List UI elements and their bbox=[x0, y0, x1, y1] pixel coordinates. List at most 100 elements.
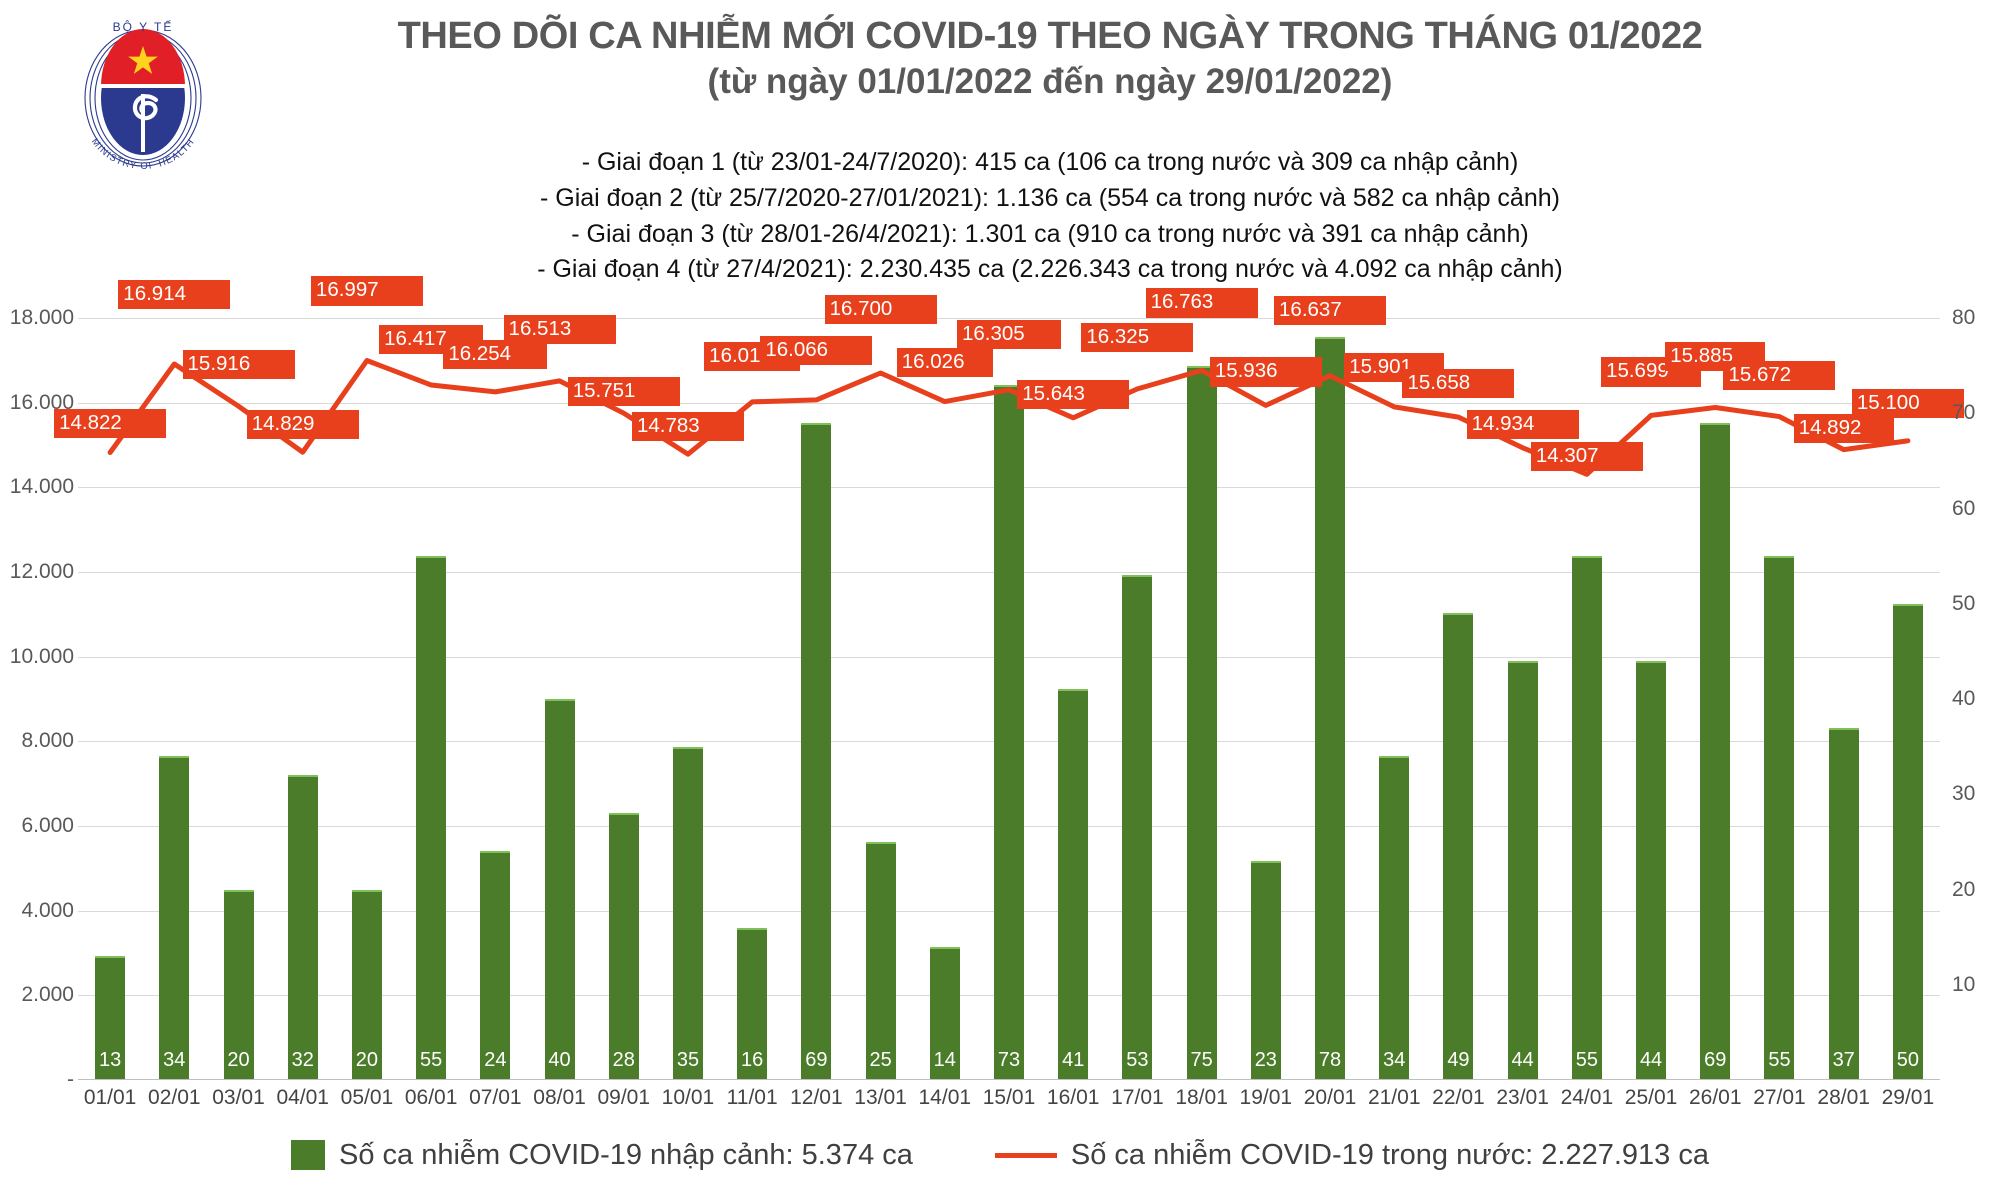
y-tick-left: 12.000 bbox=[9, 560, 74, 583]
bar bbox=[1571, 556, 1602, 1080]
line-value-label: 15.751 bbox=[567, 377, 680, 407]
bar bbox=[608, 813, 639, 1080]
bar-value-label: 55 bbox=[1575, 1049, 1598, 1071]
bar-value-label: 34 bbox=[163, 1049, 186, 1071]
x-tick-label: 15/01 bbox=[982, 1086, 1036, 1109]
x-tick-label: 14/01 bbox=[918, 1086, 972, 1109]
bar-value-label: 28 bbox=[612, 1049, 635, 1071]
bar-value-label: 78 bbox=[1318, 1049, 1342, 1071]
bar bbox=[801, 422, 832, 1080]
y-tick-right: 80 bbox=[1952, 306, 1976, 329]
bar-value-label: 44 bbox=[1511, 1049, 1534, 1071]
bar bbox=[1828, 727, 1859, 1080]
bar-value-label: 20 bbox=[227, 1049, 250, 1071]
bar bbox=[1315, 337, 1346, 1080]
bar bbox=[1764, 556, 1795, 1080]
x-tick-label: 20/01 bbox=[1303, 1086, 1357, 1109]
x-tick-label: 28/01 bbox=[1817, 1086, 1870, 1109]
bar bbox=[95, 956, 126, 1080]
y-tick-right: 10 bbox=[1952, 972, 1976, 996]
x-tick-label: 03/01 bbox=[212, 1086, 265, 1109]
x-tick-label: 29/01 bbox=[1881, 1086, 1935, 1109]
x-tick-label: 23/01 bbox=[1496, 1086, 1549, 1109]
line-value-label: 16.637 bbox=[1274, 295, 1387, 325]
x-tick-label: 10/01 bbox=[661, 1086, 715, 1109]
bar-value-label: 50 bbox=[1896, 1049, 1920, 1071]
y-tick-left: 2.000 bbox=[21, 983, 74, 1007]
bar bbox=[1186, 365, 1217, 1080]
x-axis-labels: 01/01 02/01 03/01 04/01 05/01 06/01 07/01 08/01… bbox=[78, 1086, 1940, 1120]
line-value-label: 16.066 bbox=[760, 335, 873, 365]
line-value-label: 14.822 bbox=[54, 408, 167, 438]
x-tick-label: 18/01 bbox=[1175, 1086, 1228, 1109]
x-tick-label: 13/01 bbox=[854, 1086, 907, 1109]
bar-value-label: 13 bbox=[98, 1049, 122, 1071]
bar bbox=[1443, 613, 1474, 1080]
line-value-label: 15.936 bbox=[1209, 357, 1322, 387]
x-tick-label: 07/01 bbox=[469, 1086, 522, 1109]
legend-bar-swatch-icon bbox=[290, 1140, 325, 1170]
x-tick-label: 12/01 bbox=[790, 1086, 843, 1109]
chart-header: BỘ Y TẾ MINISTRY OF HEALTH THEO DÕI CA N… bbox=[0, 0, 2000, 283]
legend-line-swatch-icon bbox=[994, 1152, 1057, 1158]
phase-line-1: - Giai đoạn 1 (từ 23/01-24/7/2020): 415 … bbox=[581, 148, 1519, 176]
bar bbox=[287, 775, 318, 1080]
phase-line-4: - Giai đoạn 4 (từ 27/4/2021): 2.230.435 … bbox=[537, 255, 1563, 284]
bar-value-label: 32 bbox=[291, 1049, 314, 1071]
x-tick-label: 06/01 bbox=[404, 1086, 458, 1109]
bar bbox=[1122, 575, 1153, 1080]
legend-item-imported: Số ca nhiễm COVID-19 nhập cảnh: 5.374 ca bbox=[290, 1138, 913, 1172]
bar-value-label: 55 bbox=[1768, 1049, 1791, 1071]
line-value-label: 16.513 bbox=[503, 314, 616, 345]
bar-value-label: 25 bbox=[869, 1049, 892, 1071]
bar-value-label: 35 bbox=[676, 1049, 700, 1071]
line-value-label: 15.916 bbox=[182, 350, 295, 380]
x-tick-label: 05/01 bbox=[340, 1086, 394, 1109]
line-value-label: 16.254 bbox=[443, 339, 548, 370]
bar-value-label: 53 bbox=[1126, 1049, 1149, 1071]
bar-value-label: 69 bbox=[1704, 1049, 1727, 1071]
x-tick-label: 21/01 bbox=[1367, 1086, 1421, 1109]
line-value-label: 16.305 bbox=[957, 319, 1061, 349]
line-value-label: 16.700 bbox=[824, 295, 937, 325]
x-tick-label: 27/01 bbox=[1753, 1086, 1806, 1109]
bar bbox=[737, 927, 768, 1080]
legend-bar-label: Số ca nhiễm COVID-19 nhập cảnh: 5.374 ca bbox=[338, 1138, 913, 1171]
line-value-label: 15.672 bbox=[1723, 360, 1836, 390]
chart-legend: Số ca nhiễm COVID-19 nhập cảnh: 5.374 ca… bbox=[0, 1126, 2000, 1184]
line-value-label: 16.997 bbox=[310, 276, 423, 306]
bar-value-label: 20 bbox=[355, 1049, 379, 1071]
y-tick-right: 20 bbox=[1952, 877, 1976, 901]
bar-value-label: 55 bbox=[420, 1049, 443, 1071]
bar-value-label: 73 bbox=[997, 1049, 1021, 1071]
y-tick-left: 4.000 bbox=[21, 898, 74, 922]
line-value-label: 15.658 bbox=[1402, 369, 1515, 399]
legend-line-label: Số ca nhiễm COVID-19 trong nước: 2.227.9… bbox=[1070, 1138, 1709, 1171]
y-tick-right: 60 bbox=[1952, 496, 1976, 520]
line-value-label: 15.901 bbox=[1344, 352, 1445, 382]
line-value-label: 14.829 bbox=[246, 410, 359, 440]
y-tick-left: 14.000 bbox=[9, 475, 74, 499]
y-tick-right: 30 bbox=[1952, 782, 1976, 806]
x-tick-label: 04/01 bbox=[276, 1086, 329, 1109]
bar bbox=[223, 889, 254, 1080]
page-subtitle: (từ ngày 01/01/2022 đến ngày 29/01/2022) bbox=[707, 61, 1393, 101]
bar bbox=[159, 756, 190, 1080]
bar-value-label: 34 bbox=[1383, 1049, 1406, 1071]
y-tick-right: 70 bbox=[1952, 401, 1976, 425]
x-tick-label: 17/01 bbox=[1111, 1086, 1164, 1109]
bar bbox=[1636, 660, 1667, 1080]
x-tick-label: 01/01 bbox=[83, 1086, 137, 1109]
line-value-label: 14.892 bbox=[1793, 413, 1894, 443]
bar bbox=[865, 841, 896, 1080]
bar bbox=[994, 384, 1024, 1080]
svg-text:BỘ Y TẾ: BỘ Y TẾ bbox=[113, 19, 174, 34]
x-tick-label: 11/01 bbox=[726, 1086, 778, 1109]
bar-value-label: 44 bbox=[1639, 1049, 1663, 1071]
bar-value-label: 41 bbox=[1062, 1049, 1085, 1071]
bar-value-label: 49 bbox=[1447, 1049, 1470, 1071]
line-value-label: 16.763 bbox=[1145, 288, 1258, 318]
ministry-of-health-logo: BỘ Y TẾ MINISTRY OF HEALTH bbox=[68, 14, 218, 179]
y-tick-left: 8.000 bbox=[21, 729, 74, 753]
bar-value-label: 24 bbox=[484, 1049, 507, 1071]
